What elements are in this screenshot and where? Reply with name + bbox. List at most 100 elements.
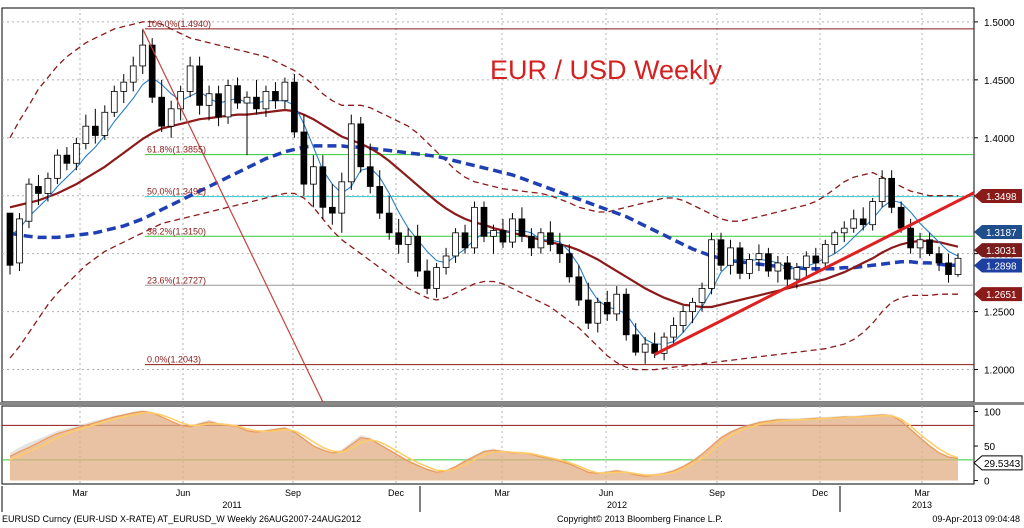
oscillator-panel — [2, 410, 974, 481]
candle — [746, 253, 753, 280]
candle-body — [613, 293, 621, 315]
candle — [328, 184, 336, 225]
candle-body — [423, 270, 431, 289]
candle — [556, 232, 564, 263]
fibonacci-labels: 100.0%(1.4940) 61.8%(1.3855) 50.0%(1.3492)… — [147, 19, 211, 365]
candle — [594, 297, 602, 333]
candle-body — [452, 232, 459, 257]
candle-body — [698, 288, 706, 303]
candle — [888, 170, 895, 214]
candle — [376, 170, 384, 219]
price-tick-label: 1.4000 — [984, 134, 1015, 145]
candle — [54, 149, 61, 185]
candle — [357, 116, 365, 173]
candle-body — [670, 325, 677, 338]
candle — [869, 198, 877, 231]
candle — [461, 224, 469, 254]
candle-body — [310, 166, 317, 185]
price-tick-label: 1.2500 — [984, 308, 1015, 319]
month-tick-label: Dec — [812, 488, 829, 498]
month-tick-label: Sep — [709, 488, 725, 498]
candle — [670, 317, 677, 347]
candle-body — [717, 239, 725, 266]
candle-body — [73, 143, 80, 164]
panel-divider — [0, 402, 1024, 405]
candle-body — [575, 276, 583, 301]
price-value-flag — [974, 258, 1022, 273]
candle — [916, 232, 924, 259]
candle — [91, 108, 99, 144]
candle-body — [765, 253, 772, 272]
candle-body — [215, 93, 222, 118]
candle-body — [774, 262, 782, 272]
candle-body — [328, 206, 336, 214]
oscillator-panel-frame — [1, 405, 975, 485]
candle-body — [509, 218, 516, 243]
price-value-text: 1.3498 — [986, 192, 1017, 203]
candle — [547, 221, 554, 252]
candle-body — [167, 108, 175, 127]
candle — [926, 232, 933, 256]
candle — [859, 207, 867, 231]
osc-tick-label: 100 — [984, 408, 1001, 419]
candle — [689, 297, 696, 324]
candle — [16, 213, 23, 272]
candle-body — [376, 186, 384, 214]
candle — [215, 85, 222, 127]
candle — [281, 77, 289, 109]
osc-tick-label: 50 — [984, 442, 996, 453]
candle — [954, 253, 962, 277]
price-value-label: 1.2898 — [974, 258, 1022, 273]
candle-body — [603, 301, 611, 315]
candle-body — [357, 123, 365, 168]
candle — [63, 147, 71, 171]
osc-tick-label: 0 — [984, 477, 990, 488]
envelope-bands — [9, 21, 958, 371]
candle — [736, 242, 744, 280]
candle — [452, 228, 459, 263]
candle — [338, 172, 346, 233]
candle-body — [442, 255, 450, 268]
candle-body — [385, 212, 393, 234]
candle-body — [205, 93, 213, 106]
price-value-text: 1.2651 — [986, 290, 1017, 301]
candle — [186, 56, 194, 98]
candle-body — [224, 85, 232, 118]
candle-body — [689, 301, 696, 313]
candle — [205, 85, 213, 121]
candle-body — [499, 230, 507, 243]
band-line-band-upper — [9, 21, 958, 222]
osc-value-text: 29.5343 — [984, 459, 1021, 470]
candle-body — [793, 267, 801, 280]
fibonacci-label: 50.0%(1.3492) — [147, 187, 206, 197]
candle — [613, 286, 621, 321]
candle-body — [594, 301, 602, 324]
candle — [433, 262, 440, 298]
candle-body — [945, 262, 952, 275]
oscillator-main-area — [10, 411, 958, 481]
candle — [319, 155, 327, 219]
candle — [310, 155, 317, 208]
candle — [660, 332, 668, 361]
candle-body — [63, 154, 71, 164]
candle-body — [565, 253, 573, 278]
price-value-flag — [974, 225, 1022, 240]
candle — [423, 259, 431, 295]
candle — [442, 247, 450, 275]
candle — [802, 251, 810, 277]
oscillator-signal-line — [9, 412, 959, 476]
candle — [499, 218, 507, 248]
candle — [698, 282, 706, 312]
candle-body — [110, 91, 118, 113]
candle-body — [186, 65, 194, 92]
candle-body — [433, 267, 440, 289]
candle — [110, 85, 118, 117]
candle — [850, 209, 858, 233]
candle — [366, 143, 374, 194]
candle-body — [480, 206, 488, 237]
candle — [25, 178, 33, 229]
candle — [774, 255, 782, 283]
month-tick-label: Sep — [285, 488, 301, 498]
candle-body — [272, 91, 279, 102]
candle-body — [6, 212, 14, 266]
